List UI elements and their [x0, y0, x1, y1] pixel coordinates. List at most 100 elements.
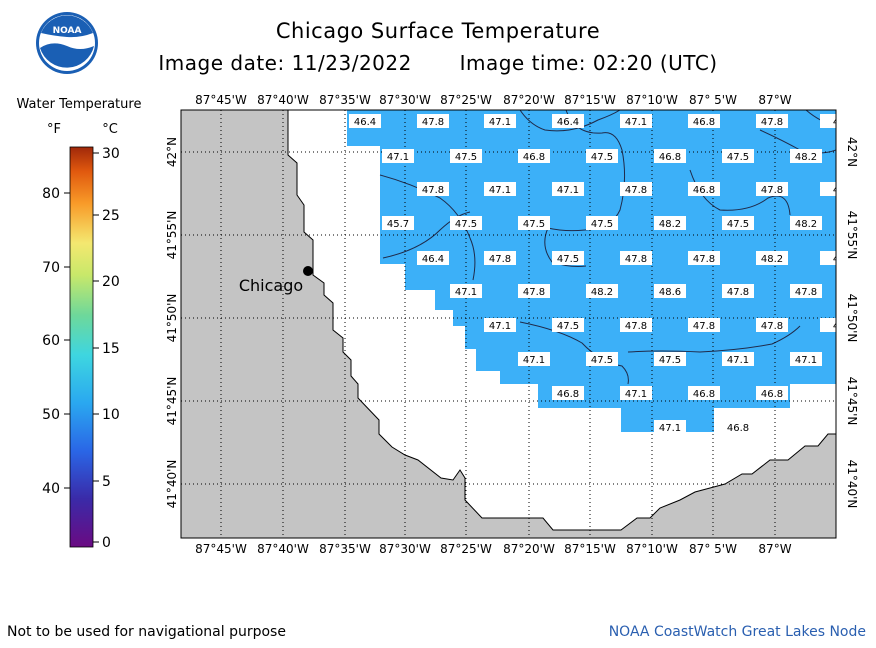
temperature-label-value: 46.4 — [354, 117, 376, 128]
temperature-label: 45.7 — [382, 216, 414, 230]
longitude-labels-top: 87°45'W 87°40'W 87°35'W 87°30'W 87°25'W 87°20… — [195, 93, 792, 107]
legend-f-label: 70 — [42, 260, 60, 276]
temperature-label-value: 46.8 — [693, 389, 715, 400]
temperature-label-value: 4 — [833, 185, 839, 196]
temperature-label-box — [654, 149, 686, 163]
temperature-label-box — [382, 149, 414, 163]
temperature-label: 47.5 — [586, 149, 618, 163]
temperature-label: 47.1 — [552, 182, 584, 196]
temperature-label-box — [349, 114, 381, 128]
legend-f-label: 50 — [42, 407, 60, 423]
land-west — [181, 110, 836, 538]
temperature-label-value: 46.4 — [422, 254, 444, 265]
temperature-label-value: 4 — [833, 321, 839, 332]
temperature-label-value: 47.5 — [591, 152, 613, 163]
temperature-label-value: 47.1 — [489, 321, 511, 332]
temperature-label: 48.2 — [790, 149, 822, 163]
temperature-label-value: 45.7 — [387, 219, 409, 230]
temperature-label: 47.5 — [552, 318, 584, 332]
temperature-label-value: 48.2 — [761, 254, 783, 265]
page-title: Chicago Surface Temperature — [275, 19, 601, 43]
temperature-label-value: 46.8 — [693, 117, 715, 128]
temperature-label-box — [484, 182, 516, 196]
temperature-label: 46.8 — [654, 149, 686, 163]
temperature-label-value: 47.8 — [625, 254, 647, 265]
longitude-label: 87°40'W — [257, 93, 309, 107]
temperature-label: 46.8 — [722, 420, 754, 434]
legend-f-label: 40 — [42, 481, 60, 497]
temperature-label: 47.5 — [586, 216, 618, 230]
longitude-label: 87°45'W — [195, 542, 247, 556]
temperature-label-box — [552, 318, 584, 332]
temperature-label-box — [382, 216, 414, 230]
temperature-label-box — [756, 318, 788, 332]
temperature-label: 46.8 — [688, 386, 720, 400]
temperature-label: 47.5 — [450, 149, 482, 163]
temperature-label-box — [688, 386, 720, 400]
latitude-label: 42°N — [165, 137, 179, 167]
temperature-label: 47.8 — [722, 284, 754, 298]
image-date: 11/23/2022 — [291, 51, 412, 75]
temperature-label: 46.8 — [688, 114, 720, 128]
latitude-labels-right: 42°N 41°55'N 41°50'N 41°45'N 41°40'N — [845, 137, 859, 509]
temperature-label-box — [484, 114, 516, 128]
temperature-label: 46.4 — [552, 114, 584, 128]
temperature-label: 47.5 — [722, 149, 754, 163]
legend-f-label: 80 — [42, 186, 60, 202]
temperature-label-box — [518, 352, 550, 366]
temperature-label: 47.1 — [518, 352, 550, 366]
temperature-label-value: 48.2 — [591, 287, 613, 298]
temperature-label-box — [586, 149, 618, 163]
temperature-label-value: 47.5 — [659, 355, 681, 366]
legend-c-label: 0 — [102, 535, 111, 551]
latitude-label: 41°50'N — [845, 294, 859, 343]
longitude-labels-bottom: 87°45'W 87°40'W 87°35'W 87°30'W 87°25'W 87°20… — [195, 542, 792, 556]
temperature-label-value: 47.5 — [557, 254, 579, 265]
temperature-label: 47.5 — [552, 251, 584, 265]
longitude-label: 87°30'W — [379, 93, 431, 107]
temperature-label-box — [417, 182, 449, 196]
temperature-label-box — [790, 352, 822, 366]
temperature-label: 47.1 — [382, 149, 414, 163]
temperature-label: 46.4 — [417, 251, 449, 265]
temperature-label-box — [450, 284, 482, 298]
temperature-label: 47.8 — [620, 318, 652, 332]
temperature-label-box — [756, 114, 788, 128]
legend-f-label: 60 — [42, 333, 60, 349]
temperature-label-value: 47.8 — [727, 287, 749, 298]
temperature-label: 48.2 — [586, 284, 618, 298]
temperature-label: 47.1 — [484, 182, 516, 196]
temperature-label-value: 4 — [833, 117, 839, 128]
noaa-logo-icon: NOAA — [36, 12, 98, 74]
temperature-label: 47.5 — [586, 352, 618, 366]
temperature-label: 46.8 — [518, 149, 550, 163]
temperature-label: 47.8 — [756, 114, 788, 128]
temperature-label: 47.5 — [518, 216, 550, 230]
temperature-label-box — [688, 182, 720, 196]
temperature-label-value: 46.8 — [727, 423, 749, 434]
latitude-label: 41°50'N — [165, 294, 179, 343]
longitude-label: 87°30'W — [379, 542, 431, 556]
temperature-label-box — [756, 182, 788, 196]
temperature-label: 47.1 — [484, 114, 516, 128]
temperature-label-box — [722, 352, 754, 366]
temperature-label-value: 46.8 — [557, 389, 579, 400]
temperature-label-value: 47.1 — [659, 423, 681, 434]
longitude-label: 87°15'W — [564, 93, 616, 107]
temperature-legend: Water Temperature °F °C 8070605040302520… — [17, 97, 142, 551]
temperature-label-value: 47.1 — [625, 389, 647, 400]
temperature-label-box — [722, 420, 754, 434]
temperature-label: 47.8 — [756, 318, 788, 332]
temperature-label-value: 47.1 — [625, 117, 647, 128]
temperature-label-box — [790, 284, 822, 298]
temperature-label: 4 — [820, 114, 839, 128]
temperature-label-value: 47.5 — [557, 321, 579, 332]
temperature-label: 47.8 — [620, 182, 652, 196]
longitude-label: 87°10'W — [626, 93, 678, 107]
temperature-label-value: 46.8 — [693, 185, 715, 196]
temperature-label-box — [552, 251, 584, 265]
temperature-label: 47.1 — [722, 352, 754, 366]
temperature-label-value: 47.8 — [795, 287, 817, 298]
